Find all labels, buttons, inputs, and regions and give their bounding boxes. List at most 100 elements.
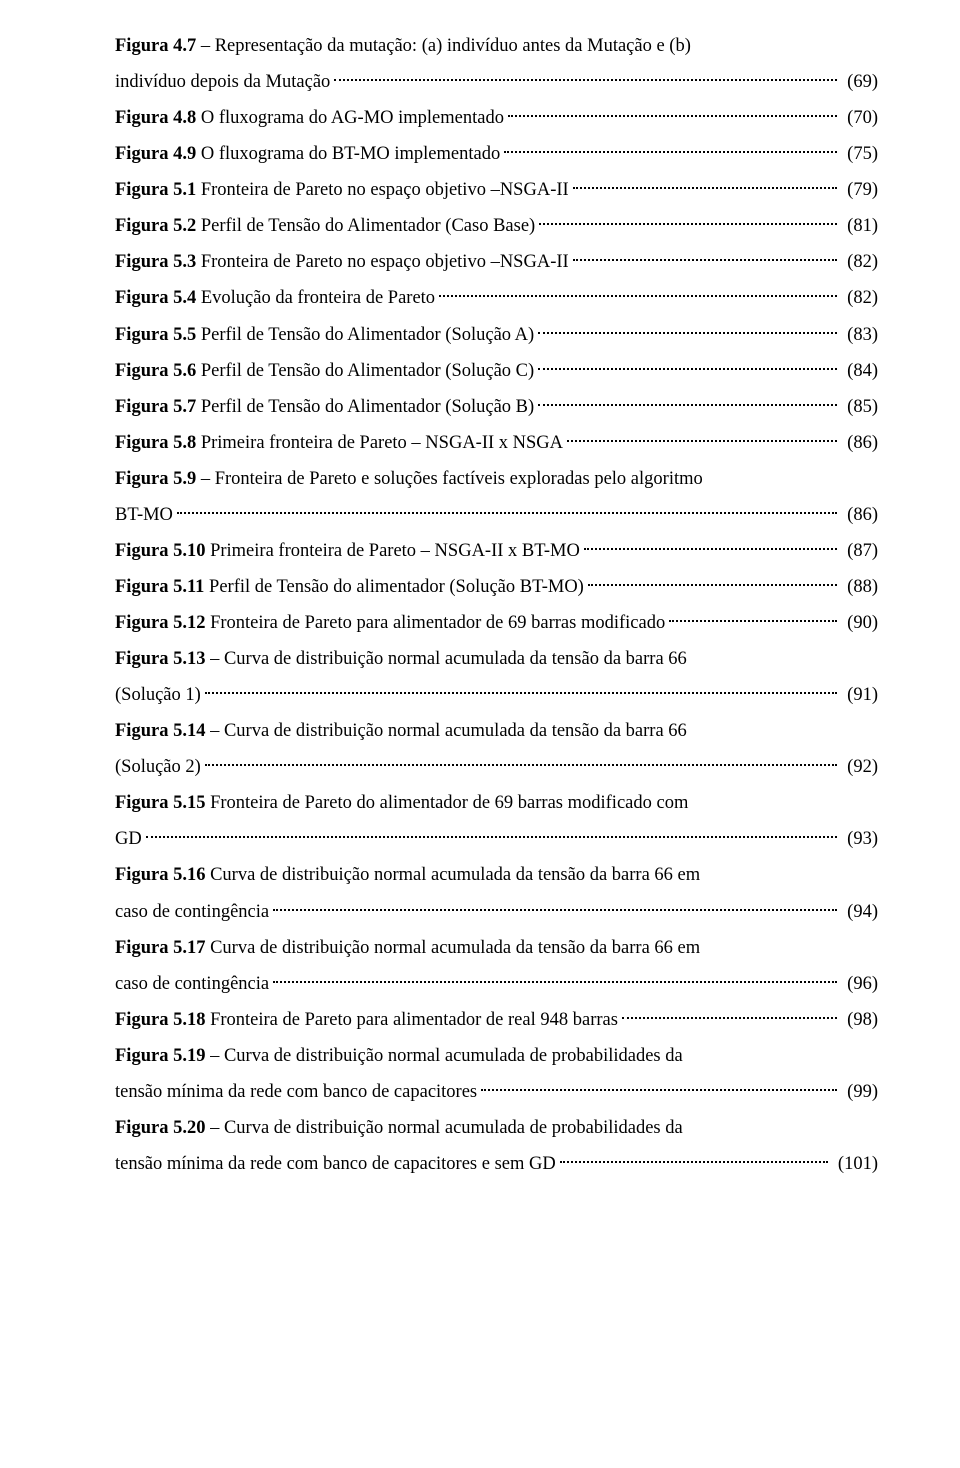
figure-entry: Figura 5.2 Perfil de Tensão do Alimentad… [115,208,878,244]
leader-dots [508,115,837,117]
leader-dots [567,440,837,442]
figure-title: Fronteira de Pareto no espaço objetivo –… [196,180,568,200]
figure-title-line1: Fronteira de Pareto do alimentador de 69… [205,793,688,813]
leader-dots [538,332,837,334]
page-number: (101) [832,1146,878,1182]
figure-title: Primeira fronteira de Pareto – NSGA-II x… [205,541,579,561]
leader-dots [273,981,837,983]
figure-entry-text: Figura 5.18 Fronteira de Pareto para ali… [115,1002,618,1038]
figure-number: Figura 4.9 [115,144,196,164]
figure-title-tail: tensão mínima da rede com banco de capac… [115,1074,477,1110]
leader-dots [439,295,837,297]
figure-entry-lastline: GD(93) [115,821,878,857]
figure-entry: Figura 4.9 O fluxograma do BT-MO impleme… [115,136,878,172]
leader-dots [584,548,837,550]
figure-number: Figura 5.3 [115,252,196,272]
figure-entry: Figura 5.11 Perfil de Tensão do alimenta… [115,569,878,605]
figure-title-line1: – Curva de distribuição normal acumulada… [205,649,686,669]
figure-title: Perfil de Tensão do Alimentador (Solução… [196,397,534,417]
figure-entry: Figura 5.13 – Curva de distribuição norm… [115,641,878,713]
leader-dots [588,584,837,586]
leader-dots [273,909,837,911]
page-number: (98) [841,1002,878,1038]
figure-entry: Figura 5.10 Primeira fronteira de Pareto… [115,533,878,569]
figure-entry-text: Figura 5.4 Evolução da fronteira de Pare… [115,280,435,316]
page-number: (86) [841,425,878,461]
figure-number: Figura 5.20 [115,1118,205,1138]
figure-title: Primeira fronteira de Pareto – NSGA-II x… [196,433,563,453]
figure-entry-text: Figura 5.13 – Curva de distribuição norm… [115,641,878,677]
leader-dots [481,1089,837,1091]
page-number: (92) [841,749,878,785]
figure-entry: Figura 4.7 – Representação da mutação: (… [115,28,878,100]
page-number: (85) [841,389,878,425]
figure-entry-text: Figura 5.10 Primeira fronteira de Pareto… [115,533,580,569]
figure-title: Perfil de Tensão do alimentador (Solução… [204,577,583,597]
figure-entry-lastline: caso de contingência(96) [115,966,878,1002]
page-number: (79) [841,172,878,208]
leader-dots [205,692,837,694]
figure-entry-text: Figura 5.14 – Curva de distribuição norm… [115,713,878,749]
figure-title: Fronteira de Pareto no espaço objetivo –… [196,252,568,272]
leader-dots [504,151,837,153]
figure-title-tail: GD [115,821,142,857]
figure-number: Figura 5.12 [115,613,205,633]
figure-number: Figura 5.11 [115,577,204,597]
leader-dots [669,620,837,622]
figure-entry: Figura 5.17 Curva de distribuição normal… [115,930,878,1002]
figure-number: Figura 5.1 [115,180,196,200]
figure-number: Figura 5.10 [115,541,205,561]
page-number: (90) [841,605,878,641]
figure-title-tail: caso de contingência [115,966,269,1002]
figure-number: Figura 5.4 [115,288,196,308]
figure-entry: Figura 5.8 Primeira fronteira de Pareto … [115,425,878,461]
page-number: (81) [841,208,878,244]
figure-title-line1: – Curva de distribuição normal acumulada… [205,1118,682,1138]
figure-entry-text: Figura 5.5 Perfil de Tensão do Alimentad… [115,317,534,353]
figure-entry: Figura 5.4 Evolução da fronteira de Pare… [115,280,878,316]
figure-number: Figura 5.9 [115,469,196,489]
figure-title-line1: Curva de distribuição normal acumulada d… [205,865,700,885]
figure-title-tail: caso de contingência [115,894,269,930]
figure-entry: Figura 5.6 Perfil de Tensão do Alimentad… [115,353,878,389]
figure-entry: Figura 5.9 – Fronteira de Pareto e soluç… [115,461,878,533]
figure-entry-lastline: caso de contingência(94) [115,894,878,930]
figure-entry-text: Figura 5.6 Perfil de Tensão do Alimentad… [115,353,534,389]
figure-entry: Figura 5.5 Perfil de Tensão do Alimentad… [115,317,878,353]
figure-number: Figura 5.14 [115,721,205,741]
figure-entry-text: Figura 4.7 – Representação da mutação: (… [115,28,878,64]
figure-number: Figura 5.17 [115,938,205,958]
page-number: (69) [841,64,878,100]
figure-entry: Figura 5.14 – Curva de distribuição norm… [115,713,878,785]
figure-entry-text: Figura 5.7 Perfil de Tensão do Alimentad… [115,389,534,425]
figure-title: Evolução da fronteira de Pareto [196,288,435,308]
figure-number: Figura 5.18 [115,1010,205,1030]
page-number: (87) [841,533,878,569]
figure-entry: Figura 5.16 Curva de distribuição normal… [115,857,878,929]
figure-entry-text: Figura 5.1 Fronteira de Pareto no espaço… [115,172,569,208]
page-number: (82) [841,244,878,280]
figure-title: Perfil de Tensão do Alimentador (Caso Ba… [196,216,535,236]
figure-title: Perfil de Tensão do Alimentador (Solução… [196,325,534,345]
figure-title-line1: – Representação da mutação: (a) indivídu… [196,36,691,56]
figure-entry-text: Figura 5.17 Curva de distribuição normal… [115,930,878,966]
figure-number: Figura 5.13 [115,649,205,669]
page-number: (83) [841,317,878,353]
figure-entry-text: Figura 5.2 Perfil de Tensão do Alimentad… [115,208,535,244]
figure-number: Figura 5.19 [115,1046,205,1066]
figure-entry-lastline: (Solução 2)(92) [115,749,878,785]
leader-dots [146,836,837,838]
leader-dots [573,259,837,261]
figure-number: Figura 5.15 [115,793,205,813]
figure-entry-text: Figura 5.8 Primeira fronteira de Pareto … [115,425,563,461]
page-number: (91) [841,677,878,713]
figure-entry-text: Figura 5.11 Perfil de Tensão do alimenta… [115,569,584,605]
figure-title-line1: – Curva de distribuição normal acumulada… [205,1046,682,1066]
leader-dots [560,1161,828,1163]
figure-entry: Figura 5.3 Fronteira de Pareto no espaço… [115,244,878,280]
figure-number: Figura 5.16 [115,865,205,885]
figure-entry-text: Figura 5.20 – Curva de distribuição norm… [115,1110,878,1146]
figure-number: Figura 5.6 [115,361,196,381]
figure-entry-text: Figura 5.16 Curva de distribuição normal… [115,857,878,893]
leader-dots [177,512,837,514]
